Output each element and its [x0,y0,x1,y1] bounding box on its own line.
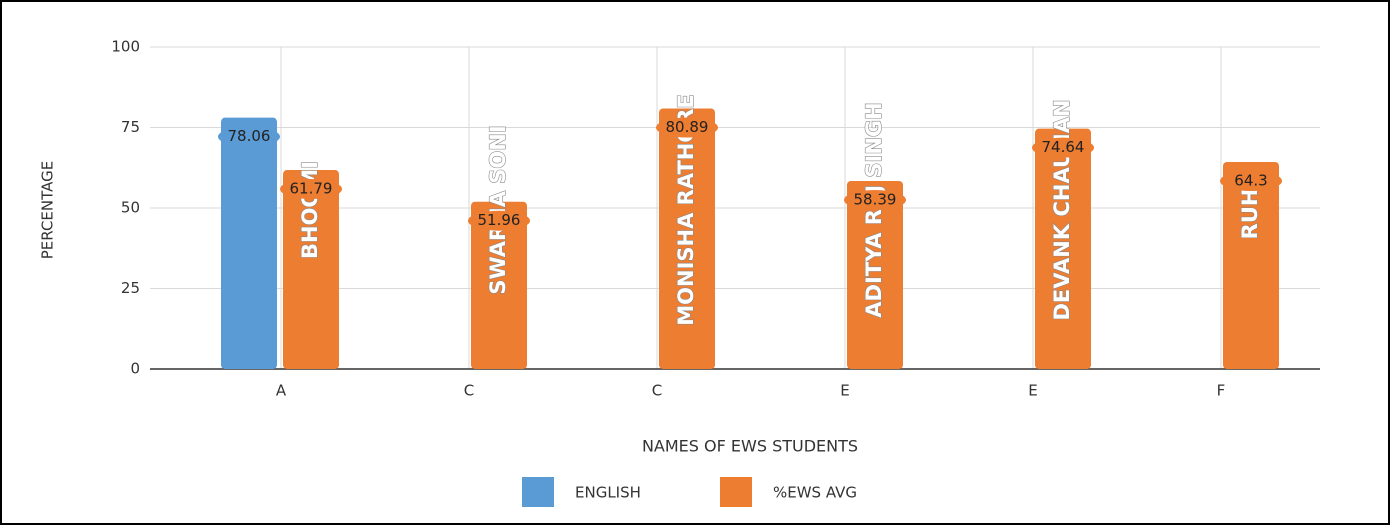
data-label-bg [844,189,906,210]
y-tick-label: 75 [121,118,140,136]
data-label: 61.79 [290,180,333,198]
y-tick-label: 25 [121,279,140,297]
bar [283,170,339,369]
data-label-bg [280,179,342,200]
x-tick-label: C [652,382,662,400]
legend-label: ENGLISH [575,484,641,502]
bar [659,108,715,369]
legend-swatch [522,477,554,507]
legend-label: %EWS AVG [773,484,857,502]
data-label-bg [468,210,530,231]
data-label: 74.64 [1042,138,1085,156]
bar [1223,161,1279,369]
y-axis-title: PERCENTAGE [39,161,57,259]
bar [847,180,903,369]
data-label: 58.39 [854,190,897,208]
y-tick-label: 50 [121,199,140,217]
data-label-bg [656,117,718,138]
x-tick-label: E [840,382,849,400]
x-tick-label: C [464,382,474,400]
bar-name-label: BHOOMI [298,161,322,259]
x-tick-label: F [1217,382,1226,400]
data-label: 78.06 [228,127,271,145]
x-tick-label: A [276,382,287,400]
y-tick-label: 0 [130,360,140,378]
bar [1035,128,1091,369]
data-label-bg [218,126,280,147]
bar [221,117,277,370]
data-label-bg [1220,170,1282,191]
data-label: 64.3 [1234,171,1267,189]
bar-name-label: DEVANK CHAUHAN [1050,99,1074,320]
y-tick-label: 100 [111,38,140,56]
bar-name-label: SWARNA SONI [486,125,510,294]
bar [471,201,527,369]
bar-name-label: ADITYA RAJ SINGH [862,102,886,317]
data-label-bg [1032,137,1094,158]
x-tick-label: E [1028,382,1037,400]
x-axis-title: NAMES OF EWS STUDENTS [642,437,858,456]
data-label: 51.96 [478,211,521,229]
legend-swatch [720,477,752,507]
data-label: 80.89 [666,118,709,136]
